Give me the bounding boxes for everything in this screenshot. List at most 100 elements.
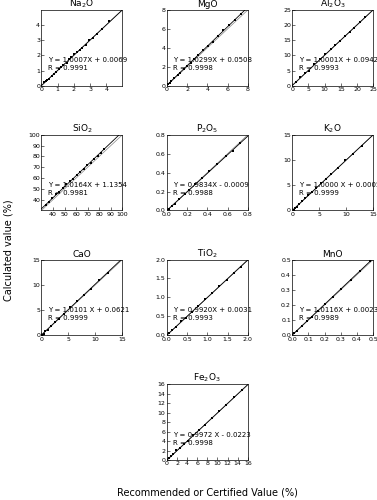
Point	[302, 69, 308, 77]
Point	[350, 150, 356, 158]
Title: P$_2$O$_5$: P$_2$O$_5$	[196, 122, 219, 135]
Point	[359, 142, 365, 150]
Point	[101, 144, 107, 152]
Point	[166, 206, 172, 214]
Point	[88, 284, 94, 292]
Title: CaO: CaO	[72, 250, 91, 259]
Point	[177, 68, 183, 76]
Point	[167, 79, 173, 87]
Point	[348, 276, 354, 284]
Point	[237, 139, 243, 147]
Point	[66, 55, 72, 63]
Point	[83, 40, 89, 48]
Point	[98, 148, 104, 156]
Text: Recommended or Certified Value (%): Recommended or Certified Value (%)	[117, 488, 298, 498]
Point	[342, 156, 348, 164]
Point	[304, 317, 310, 325]
Point	[294, 203, 300, 211]
Point	[166, 329, 172, 337]
Point	[63, 180, 69, 188]
Title: MnO: MnO	[322, 250, 343, 259]
Point	[181, 66, 187, 74]
Point	[56, 315, 62, 323]
Point	[40, 330, 46, 338]
Point	[322, 300, 328, 308]
Point	[51, 70, 57, 78]
Point	[182, 190, 188, 198]
Point	[91, 156, 97, 164]
Point	[338, 284, 344, 292]
Point	[323, 174, 329, 182]
Point	[215, 160, 221, 168]
Point	[299, 322, 305, 330]
Point	[367, 257, 373, 265]
Point	[48, 322, 54, 330]
Point	[169, 77, 175, 85]
Point	[90, 34, 96, 42]
Point	[311, 60, 317, 68]
Point	[220, 26, 226, 34]
Point	[309, 188, 315, 196]
Point	[95, 152, 101, 160]
Title: K$_2$O: K$_2$O	[323, 122, 342, 135]
Point	[328, 170, 334, 178]
Point	[57, 188, 63, 196]
Point	[226, 22, 232, 30]
Point	[210, 38, 216, 46]
Point	[224, 276, 230, 283]
Point	[202, 296, 208, 304]
Point	[56, 65, 62, 73]
Title: MgO: MgO	[197, 0, 218, 9]
Point	[238, 10, 244, 18]
Point	[215, 32, 221, 40]
Point	[49, 194, 55, 202]
Point	[192, 180, 198, 188]
Point	[328, 45, 334, 53]
Point	[64, 58, 70, 66]
Point	[58, 63, 64, 71]
Point	[305, 192, 311, 200]
Point	[97, 276, 103, 284]
Point	[41, 78, 48, 86]
Point	[170, 450, 176, 458]
Point	[81, 291, 87, 299]
Point	[79, 44, 85, 52]
Point	[43, 200, 49, 208]
Point	[42, 327, 48, 335]
Point	[84, 161, 90, 169]
Point	[44, 326, 51, 334]
Point	[200, 46, 206, 54]
Title: Na$_2$O: Na$_2$O	[69, 0, 95, 10]
Text: Y = 1.0101 X + 0.0621
R = 0.9999: Y = 1.0101 X + 0.0621 R = 0.9999	[48, 307, 129, 321]
Point	[43, 77, 49, 85]
Point	[67, 178, 73, 186]
Point	[173, 446, 179, 454]
Point	[347, 28, 353, 36]
Point	[188, 58, 194, 66]
Point	[222, 152, 228, 160]
Point	[291, 206, 297, 214]
Text: Calculated value (%): Calculated value (%)	[3, 199, 13, 301]
Point	[105, 268, 111, 276]
Point	[205, 42, 211, 50]
Point	[168, 452, 174, 460]
Point	[175, 72, 181, 80]
Point	[68, 53, 74, 61]
Point	[238, 263, 244, 271]
Point	[232, 16, 238, 24]
Point	[77, 168, 83, 176]
Point	[165, 80, 171, 88]
Point	[202, 420, 208, 428]
Point	[299, 198, 305, 205]
Point	[195, 52, 201, 60]
Point	[317, 56, 323, 64]
Point	[335, 164, 341, 172]
Point	[86, 36, 92, 44]
Point	[332, 41, 338, 49]
Point	[216, 408, 222, 416]
Point	[357, 267, 363, 275]
Point	[71, 50, 77, 58]
Point	[53, 190, 59, 198]
Point	[206, 167, 212, 175]
Point	[297, 74, 303, 82]
